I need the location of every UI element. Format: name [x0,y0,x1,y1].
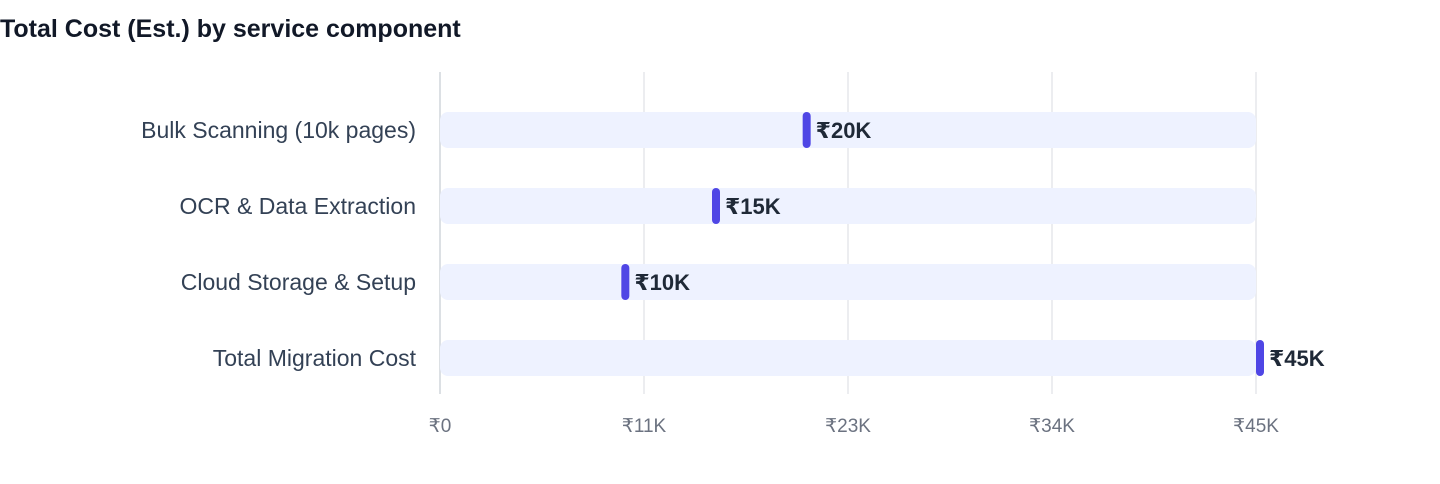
category-label: Cloud Storage & Setup [181,269,416,295]
category-label: Total Migration Cost [213,345,417,371]
data-label: ₹10K [634,270,690,295]
bar-track [440,188,1256,224]
bar-tracks [440,112,1256,376]
x-tick-labels: ₹0 ₹11K ₹23K ₹34K ₹45K [429,416,1280,437]
data-label: ₹20K [816,118,872,143]
x-tick-label: ₹23K [825,416,871,437]
bar-track [440,264,1256,300]
x-tick-label: ₹45K [1233,416,1279,437]
bar-marker[interactable] [802,112,811,148]
bar-marker[interactable] [1256,340,1264,376]
x-tick-label: ₹11K [622,416,667,437]
bar-track [440,340,1256,376]
chart-title: Total Cost (Est.) by service component [0,15,461,43]
x-tick-label: ₹34K [1029,416,1075,437]
x-tick-label: ₹0 [429,416,452,437]
bar-marker[interactable] [621,264,630,300]
data-label: ₹15K [725,194,781,219]
bar-markers [621,112,1264,376]
category-label: OCR & Data Extraction [180,193,416,219]
category-label: Bulk Scanning (10k pages) [141,117,416,143]
category-labels: Bulk Scanning (10k pages) OCR & Data Extr… [141,117,416,371]
bar-track [440,112,1256,148]
value-labels: ₹20K ₹15K ₹10K ₹45K [634,118,1324,371]
data-label: ₹45K [1269,346,1325,371]
bar-marker[interactable] [712,188,720,224]
